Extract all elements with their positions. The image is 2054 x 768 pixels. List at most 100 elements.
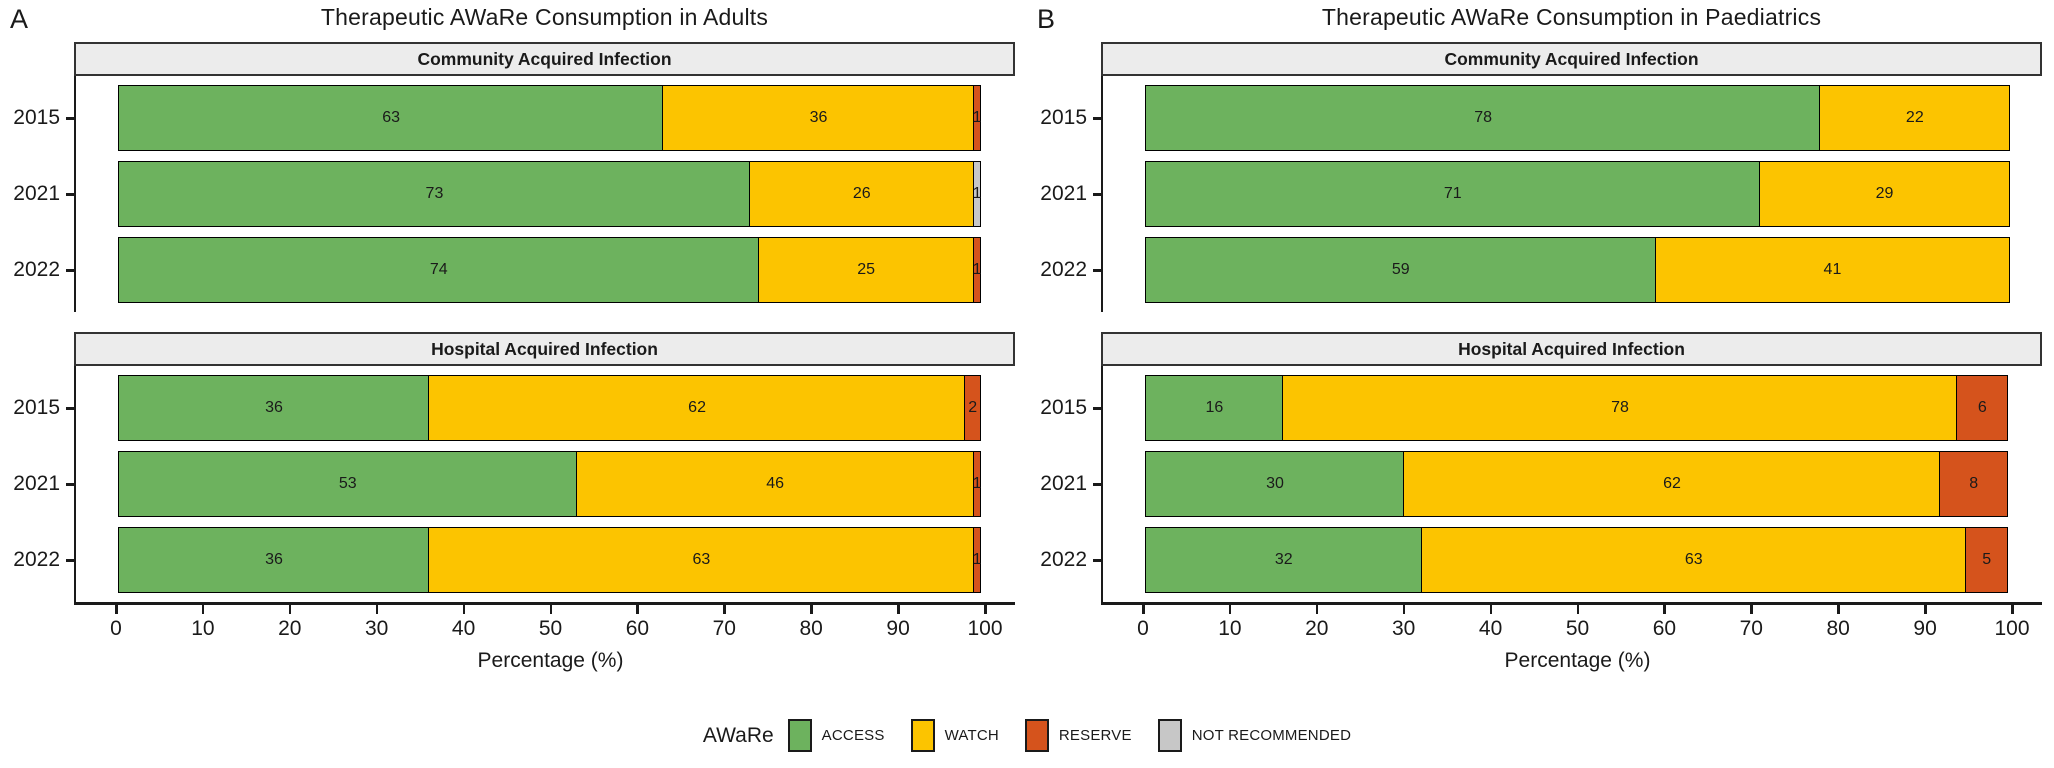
facet-plot: 2015 16 78 6 2021 30 62 8 2022 32 63 5 — [1040, 366, 2042, 602]
stacked-bar: 36 63 1 — [118, 527, 985, 593]
stacked-bar: 73 26 1 — [118, 161, 985, 227]
x-axis-title: Percentage (%) — [477, 649, 624, 672]
stacked-bar: 78 22 — [1145, 85, 2012, 151]
x-axis-tick-mark — [462, 605, 466, 614]
facet-community: Community Acquired Infection 2015 63 36 1 202… — [13, 42, 1015, 312]
segment-value: 41 — [1823, 261, 1842, 278]
y-axis-tick-mark — [66, 117, 76, 120]
x-axis-tick-label: 10 — [1218, 617, 1242, 640]
panel-letter: A — [10, 4, 29, 34]
segment-reserve: 1 — [973, 237, 982, 303]
facet-plot: 2015 78 22 2021 71 29 2022 59 41 — [1040, 76, 2042, 312]
segment-reserve: 5 — [1965, 527, 2009, 593]
segment-access: 71 — [1145, 161, 1761, 227]
segment-reserve: 6 — [1956, 375, 2009, 441]
panels-row: A Therapeutic AWaRe Consumption in Adults… — [10, 4, 2042, 685]
segment-value: 63 — [1684, 551, 1703, 568]
segment-value: 63 — [692, 551, 711, 568]
x-axis-title: Percentage (%) — [1504, 649, 1651, 672]
legend-item-label: WATCH — [944, 727, 999, 744]
segment-access: 73 — [118, 161, 751, 227]
segment-value: 59 — [1391, 261, 1410, 278]
x-axis-tick-label: 70 — [1739, 617, 1763, 640]
bar-row: 2022 59 41 — [1040, 237, 2042, 303]
segment-watch: 41 — [1654, 237, 2011, 303]
segment-value: 30 — [1266, 475, 1284, 492]
x-axis-tick-mark — [1228, 605, 1232, 614]
segment-value: 36 — [809, 109, 828, 126]
x-axis-tick-label: 100 — [967, 617, 1003, 640]
segment-watch: 63 — [1420, 527, 1967, 593]
year-axis-label: 2015 — [13, 396, 60, 419]
x-axis-tick-label: 90 — [1913, 617, 1937, 640]
x-axis: 0 10 20 30 40 50 60 70 80 90 100 Percentage (%) — [74, 602, 1015, 685]
legend-item-label: ACCESS — [821, 727, 885, 744]
segment-value: 6 — [1977, 399, 1987, 416]
segment-watch: 63 — [428, 527, 975, 593]
segment-watch: 62 — [1403, 451, 1941, 517]
y-axis-tick-mark — [1093, 193, 1103, 196]
bar-row: 2015 63 36 1 — [13, 85, 1015, 151]
segment-access: 16 — [1145, 375, 1284, 441]
year-axis-label: 2021 — [13, 472, 60, 495]
x-axis-tick-mark — [2011, 605, 2014, 614]
segment-watch: 29 — [1758, 161, 2011, 227]
panel-title: Therapeutic AWaRe Consumption in Adults — [320, 4, 769, 30]
y-axis-tick-mark — [1093, 269, 1103, 272]
segment-access: 36 — [118, 375, 431, 441]
facet-strip-label: Community Acquired Infection — [1101, 42, 2042, 76]
segment-watch: 62 — [428, 375, 966, 441]
x-axis-tick-mark — [549, 605, 552, 614]
legend-swatch-reserve — [1024, 719, 1049, 752]
segment-reserve: 1 — [973, 451, 982, 517]
legend-item-reserve: RESERVE — [1024, 719, 1132, 752]
facet-hospital: Hospital Acquired Infection 2015 16 78 6 2021… — [1040, 332, 2042, 602]
segment-value: 74 — [429, 261, 448, 278]
segment-value: 22 — [1905, 109, 1924, 126]
segment-value: 5 — [1982, 551, 1992, 568]
segment-value: 32 — [1274, 551, 1293, 568]
segment-value: 26 — [852, 185, 871, 202]
stacked-bar: 63 36 1 — [118, 85, 985, 151]
segment-access: 74 — [118, 237, 760, 303]
x-axis-tick-label: 70 — [712, 617, 736, 640]
year-axis-label: 2022 — [1040, 258, 1087, 281]
plot-area: Community Acquired Infection 2015 78 22 2021… — [1040, 42, 2042, 685]
segment-value: 16 — [1205, 399, 1224, 416]
legend-item-access: ACCESS — [787, 719, 885, 752]
segment-access: 63 — [118, 85, 665, 151]
segment-value: 73 — [425, 185, 444, 202]
y-axis-tick-mark — [66, 559, 76, 562]
segment-access: 78 — [1145, 85, 1822, 151]
x-axis-tick-mark — [288, 605, 292, 614]
y-axis-tick-mark — [1093, 407, 1103, 410]
bar-row: 2015 16 78 6 — [1040, 375, 2042, 441]
x-axis-tick-mark — [810, 605, 813, 614]
legend-swatch-access — [787, 719, 812, 752]
segment-not-recommended: 1 — [973, 161, 982, 227]
y-axis-tick-mark — [1093, 483, 1103, 486]
x-axis-tick-label: 0 — [110, 617, 122, 640]
year-axis-label: 2022 — [13, 258, 60, 281]
segment-access: 36 — [118, 527, 431, 593]
x-axis-tick-label: 80 — [1826, 617, 1850, 640]
x-axis-tick-mark — [1663, 605, 1666, 614]
bar-row: 2015 78 22 — [1040, 85, 2042, 151]
x-axis-tick-mark — [1924, 605, 1927, 614]
x-axis-tick-label: 80 — [799, 617, 823, 640]
x-axis-tick-label: 0 — [1137, 617, 1149, 640]
segment-reserve: 1 — [973, 527, 982, 593]
facet-strip-label: Hospital Acquired Infection — [1101, 332, 2042, 366]
segment-watch: 46 — [575, 451, 975, 517]
year-axis-label: 2021 — [1040, 472, 1087, 495]
y-axis-tick-mark — [1093, 117, 1103, 120]
x-axis-tick-mark — [115, 605, 118, 614]
facet-hospital: Hospital Acquired Infection 2015 36 62 2 2021… — [13, 332, 1015, 602]
x-axis-tick-mark — [1142, 605, 1145, 614]
x-axis-tick-mark — [897, 605, 900, 614]
x-axis-tick-label: 40 — [1478, 617, 1503, 640]
segment-value: 62 — [1663, 475, 1681, 492]
x-axis-tick-label: 60 — [1652, 617, 1677, 640]
x-axis-tick-mark — [984, 605, 987, 614]
